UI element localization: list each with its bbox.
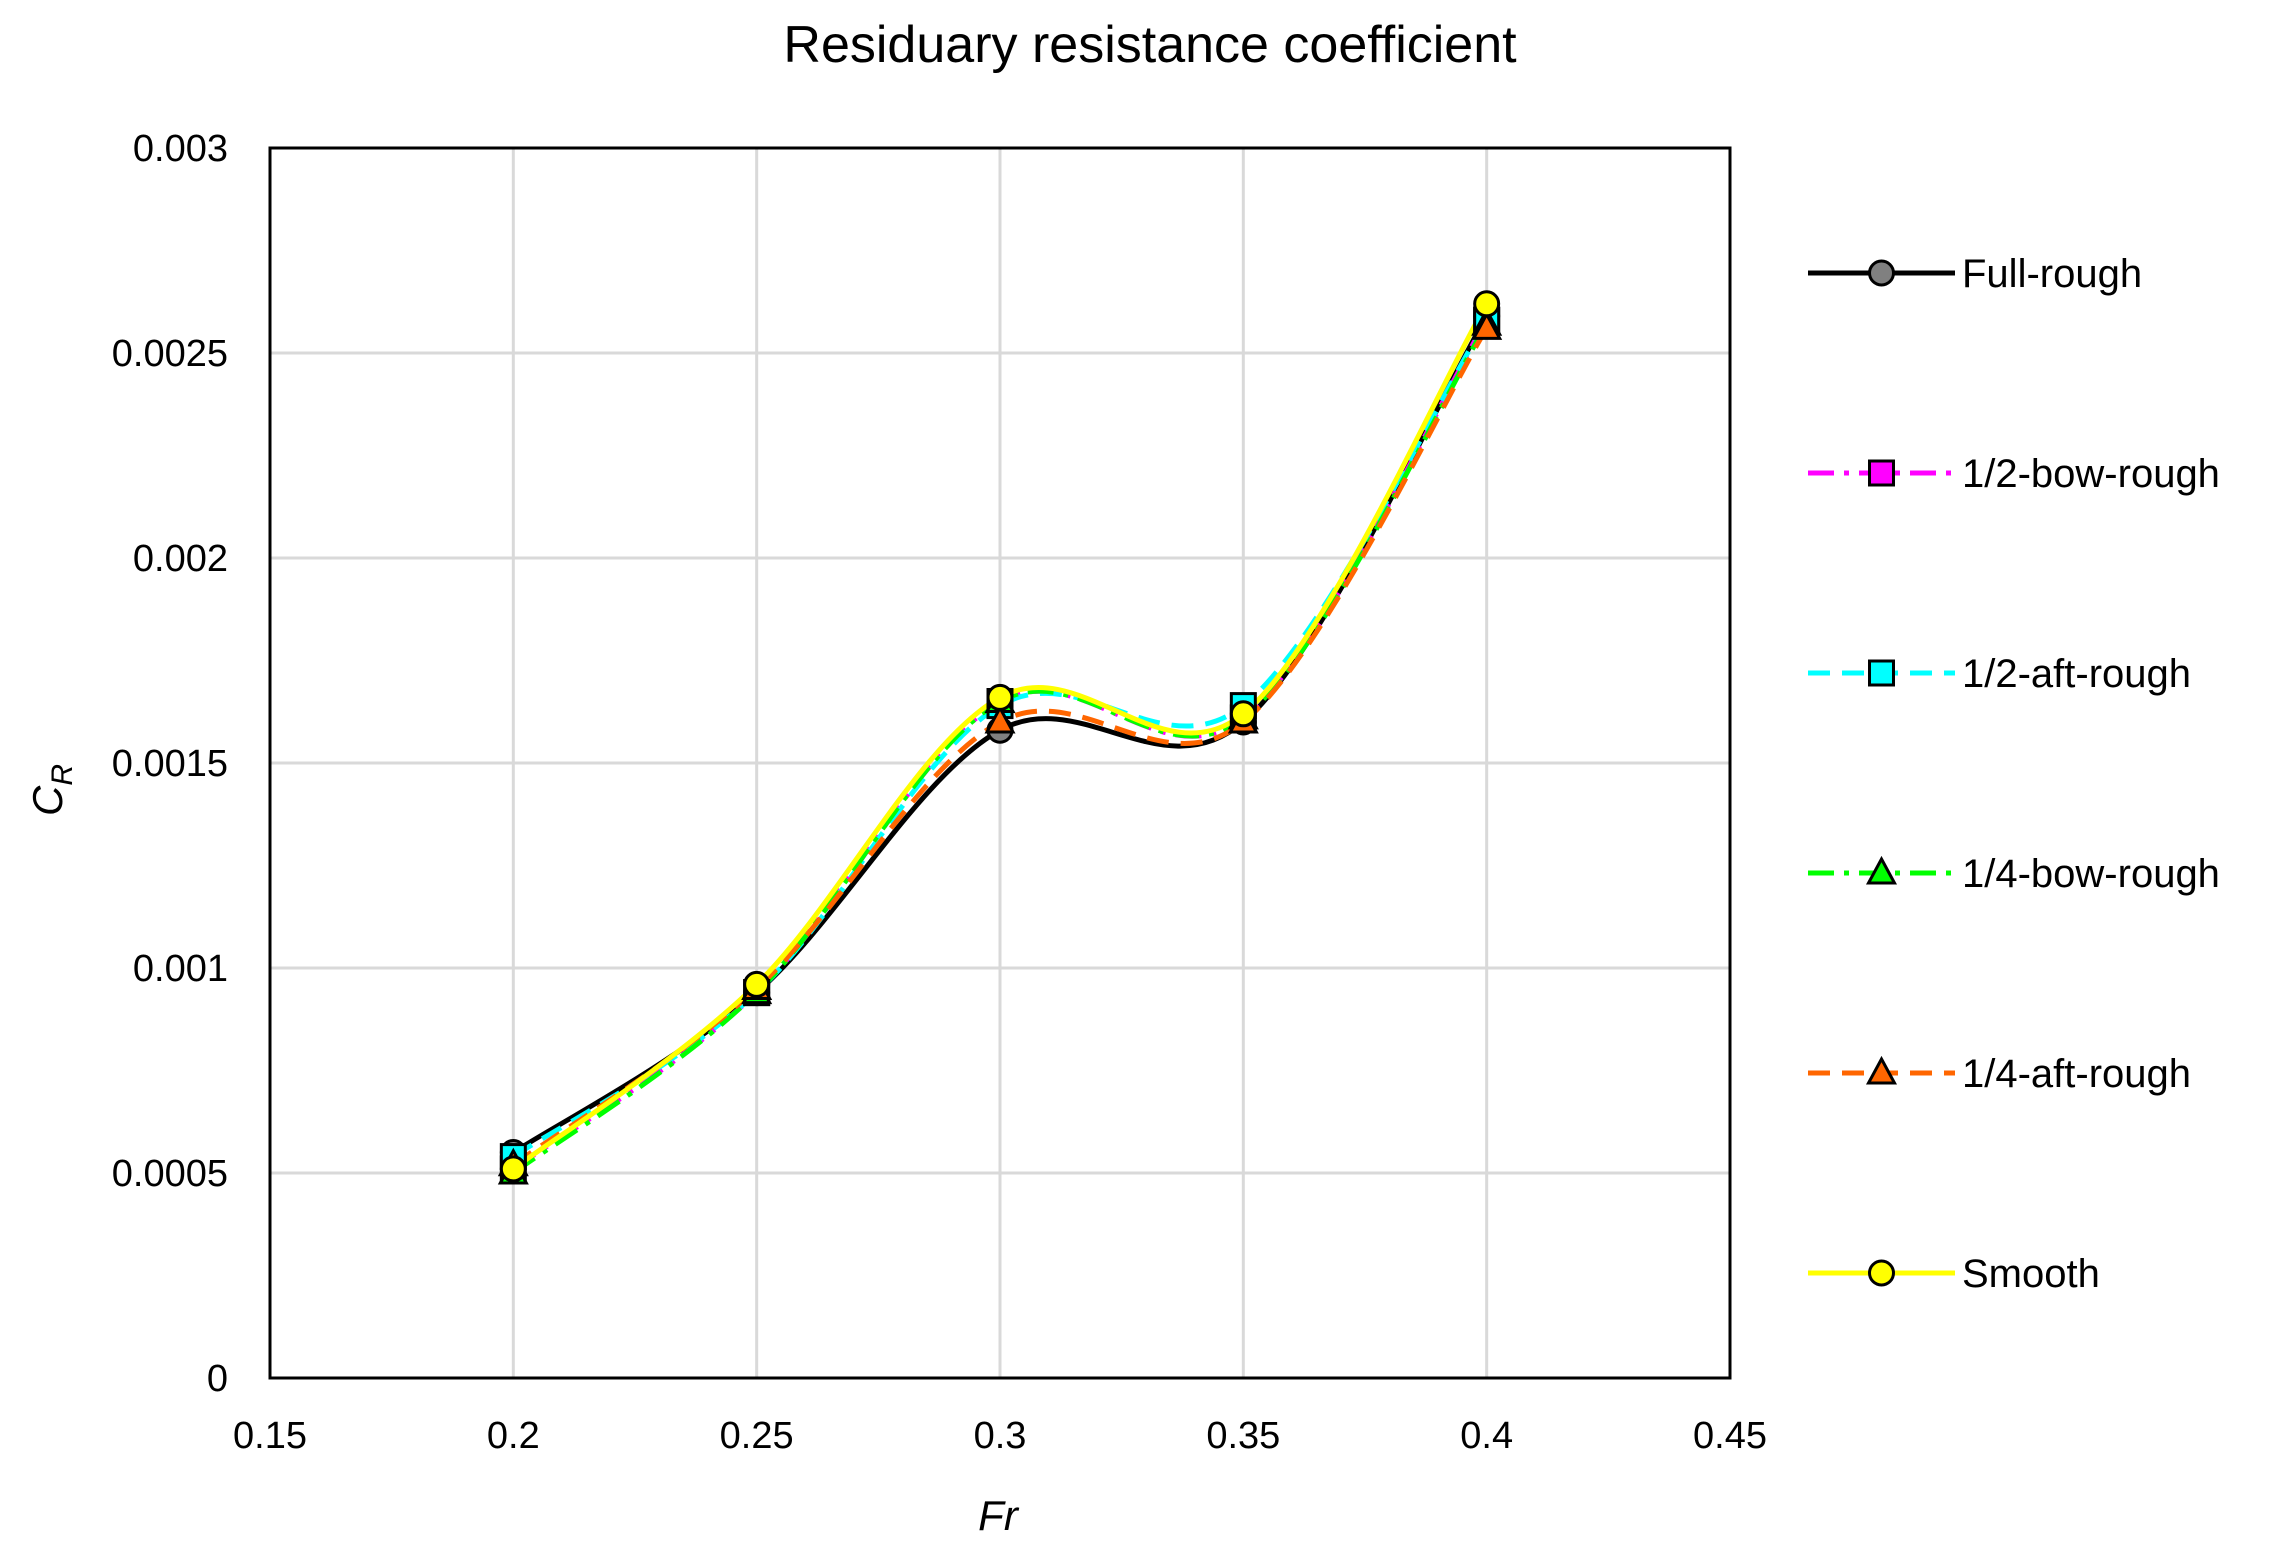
data-point-1-4-aft-rough [984,704,1016,734]
y-axis-title-main: C [24,785,71,816]
data-point-smooth [986,683,1014,711]
data-point-1-4-aft-rough [1471,311,1503,340]
x-tick-label: 0.25 [720,1415,794,1457]
legend-label-1-2-aft-rough: 1/2-aft-rough [1962,652,2191,696]
legend-marker-1-2-aft-rough [1868,659,1895,687]
y-tick-label: 0.0025 [112,333,228,375]
x-tick-label: 0.15 [233,1415,307,1457]
data-point-smooth [499,1155,527,1183]
series-line-1-4-bow-rough [511,322,1489,1176]
y-axis-title: CR [24,764,79,816]
legend-label-1-4-bow-rough: 1/4-bow-rough [1962,852,2220,896]
legend-label-smooth: Smooth [1962,1252,2100,1296]
legend-marker-full-rough [1868,259,1895,287]
legend-label-1-4-aft-rough: 1/4-aft-rough [1962,1052,2191,1096]
y-axis-tick-labels: 0 0.0005 0.001 0.0015 0.002 0.0025 0.003 [112,128,228,1400]
x-tick-label: 0.3 [974,1415,1027,1457]
data-point-smooth [1473,290,1501,318]
data-point-smooth [1229,700,1257,728]
x-tick-label: 0.4 [1460,1415,1513,1457]
legend-marker-1-4-bow-rough [1865,855,1898,885]
y-tick-label: 0.003 [133,128,228,170]
y-tick-label: 0.002 [133,538,228,580]
legend-label-1-2-bow-rough: 1/2-bow-rough [1962,452,2220,496]
series-markers [497,290,1503,1185]
y-axis-title-subscript: R [46,764,79,786]
chart-title: Residuary resistance coefficient [783,16,1517,74]
data-point-smooth [743,970,771,998]
x-tick-label: 0.2 [487,1415,540,1457]
y-tick-label: 0.0005 [112,1153,228,1195]
y-tick-label: 0.001 [133,948,228,990]
x-axis-title: Fr [978,1492,1020,1539]
y-tick-label: 0.0015 [112,743,228,785]
legend-marker-1-4-aft-rough [1865,1055,1898,1085]
y-tick-label: 0 [207,1358,228,1400]
legend-marker-smooth [1868,1259,1895,1287]
x-axis-tick-labels: 0.15 0.2 0.25 0.3 0.35 0.4 0.45 [233,1415,1767,1457]
legend: Full-rough 1/2-bow-rough 1/2-aft-rough 1/4-… [1808,252,2220,1296]
x-tick-label: 0.45 [1693,1415,1767,1457]
legend-marker-1-2-bow-rough [1868,459,1895,487]
legend-label-full-rough: Full-rough [1962,252,2142,296]
x-tick-label: 0.35 [1206,1415,1280,1457]
plot-area-frame [268,146,1732,1380]
